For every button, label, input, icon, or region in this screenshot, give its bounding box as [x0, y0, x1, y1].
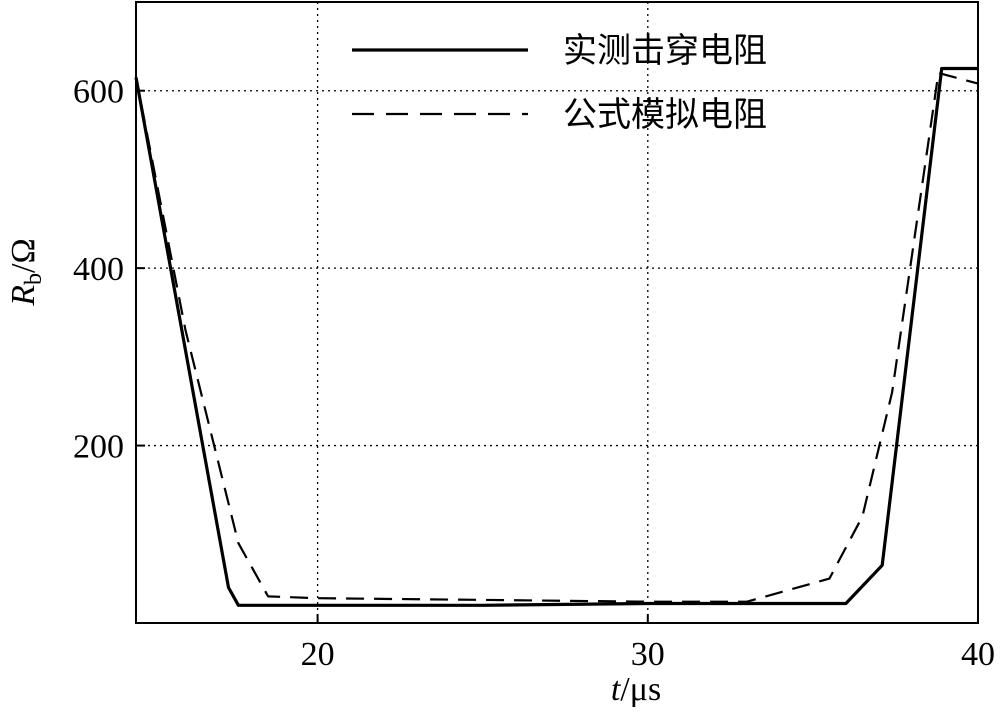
y-axis-unit: /Ω — [5, 238, 42, 273]
x-tick-label: 30 — [631, 636, 665, 673]
plot-frame — [135, 1, 979, 624]
legend-label-measured: 实测击穿电阻 — [563, 31, 767, 71]
y-axis-symbol: R — [5, 285, 42, 307]
series-line-simulated — [134, 71, 979, 603]
series-line-measured — [134, 66, 978, 607]
x-tick-label: 20 — [301, 636, 335, 673]
y-tick-label: 200 — [73, 429, 124, 466]
y-tick-label: 400 — [73, 251, 124, 288]
grid-lines — [136, 2, 978, 623]
legend: 实测击穿电阻 公式模拟电阻 — [352, 31, 767, 135]
legend-label-simulated: 公式模拟电阻 — [563, 95, 767, 135]
x-axis-unit: /μs — [620, 671, 661, 708]
x-tick-label: 40 — [961, 636, 995, 673]
y-axis-subscript: b — [21, 273, 47, 285]
x-axis-label: t/μs — [611, 671, 661, 708]
y-axis-label: Rb/Ω — [5, 238, 47, 307]
axis-ticks: 20 30 40 200 400 600 — [73, 74, 995, 673]
series-lines — [134, 66, 979, 607]
x-axis-symbol: t — [611, 671, 622, 708]
y-tick-label: 600 — [73, 74, 124, 111]
